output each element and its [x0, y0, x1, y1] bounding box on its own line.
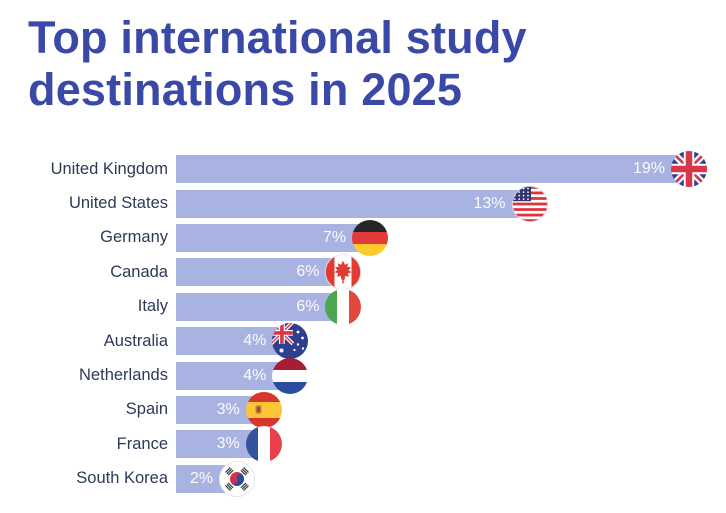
- es-flag-icon: [245, 391, 282, 428]
- value-label: 3%: [216, 435, 240, 453]
- bar-track: 6%: [176, 288, 726, 325]
- country-label: Germany: [100, 228, 168, 247]
- bar-row: Australia 4%: [0, 323, 726, 360]
- bar-track: 13%: [176, 185, 726, 222]
- country-label: United Kingdom: [50, 159, 168, 178]
- bar: 4%: [176, 361, 283, 390]
- bar: 3%: [176, 430, 256, 459]
- bar-track: 7%: [176, 219, 726, 256]
- value-label: 7%: [322, 228, 347, 246]
- bar-row: Spain 3%: [0, 391, 726, 428]
- value-label: 4%: [243, 366, 267, 384]
- country-label: Italy: [137, 297, 168, 316]
- bar-row: United States 13%: [0, 185, 726, 222]
- value-label: 2%: [190, 469, 214, 487]
- bar-row: Germany 7%: [0, 219, 726, 256]
- value-label: 19%: [632, 160, 665, 178]
- bar: 7%: [176, 223, 363, 252]
- bar: 6%: [176, 292, 336, 321]
- it-flag-icon: [325, 288, 362, 325]
- bar: 4%: [176, 327, 283, 356]
- bar-chart: United Kingdom 19% United States 13% Germany…: [0, 151, 726, 497]
- bar-track: 3%: [176, 426, 726, 463]
- bar-track: 19%: [176, 151, 726, 188]
- fr-flag-icon: [245, 426, 282, 463]
- bar-row: United Kingdom 19%: [0, 151, 726, 188]
- nl-flag-icon: [272, 357, 309, 394]
- value-label: 4%: [243, 332, 267, 350]
- country-label: United States: [68, 194, 168, 213]
- value-label: 13%: [473, 194, 506, 212]
- value-label: 6%: [296, 297, 320, 315]
- au-flag-icon: [272, 323, 309, 360]
- bar-track: 4%: [176, 323, 726, 360]
- bar-track: 3%: [176, 391, 726, 428]
- bar-track: 4%: [176, 357, 726, 394]
- bar: 13%: [176, 189, 522, 218]
- page-title: Top international study destinations in 2…: [0, 0, 726, 116]
- bar-row: Netherlands 4%: [0, 357, 726, 394]
- bar-row: Italy 6%: [0, 288, 726, 325]
- country-label: Canada: [110, 262, 168, 281]
- de-flag-icon: [352, 219, 389, 256]
- uk-flag-icon: [671, 151, 707, 188]
- bar-row: France 3%: [0, 426, 726, 463]
- country-label: Netherlands: [79, 366, 168, 385]
- value-label: 3%: [216, 400, 240, 418]
- title-line-2: destinations in 2025: [28, 64, 463, 115]
- bar-row: Canada 6%: [0, 254, 726, 291]
- kr-flag-icon: [219, 460, 256, 497]
- ca-flag-icon: [325, 254, 362, 291]
- country-label: Spain: [125, 400, 168, 419]
- bar-track: 2%: [176, 460, 726, 497]
- bar: 19%: [176, 155, 681, 184]
- bar-row: South Korea 2%: [0, 460, 726, 497]
- country-label: France: [116, 434, 168, 453]
- value-label: 6%: [296, 263, 320, 281]
- country-label: South Korea: [76, 469, 168, 488]
- title-line-1: Top international study: [28, 12, 527, 63]
- country-label: Australia: [103, 331, 168, 350]
- bar: 6%: [176, 258, 336, 287]
- us-flag-icon: [511, 185, 548, 222]
- bar: 3%: [176, 395, 256, 424]
- bar-track: 6%: [176, 254, 726, 291]
